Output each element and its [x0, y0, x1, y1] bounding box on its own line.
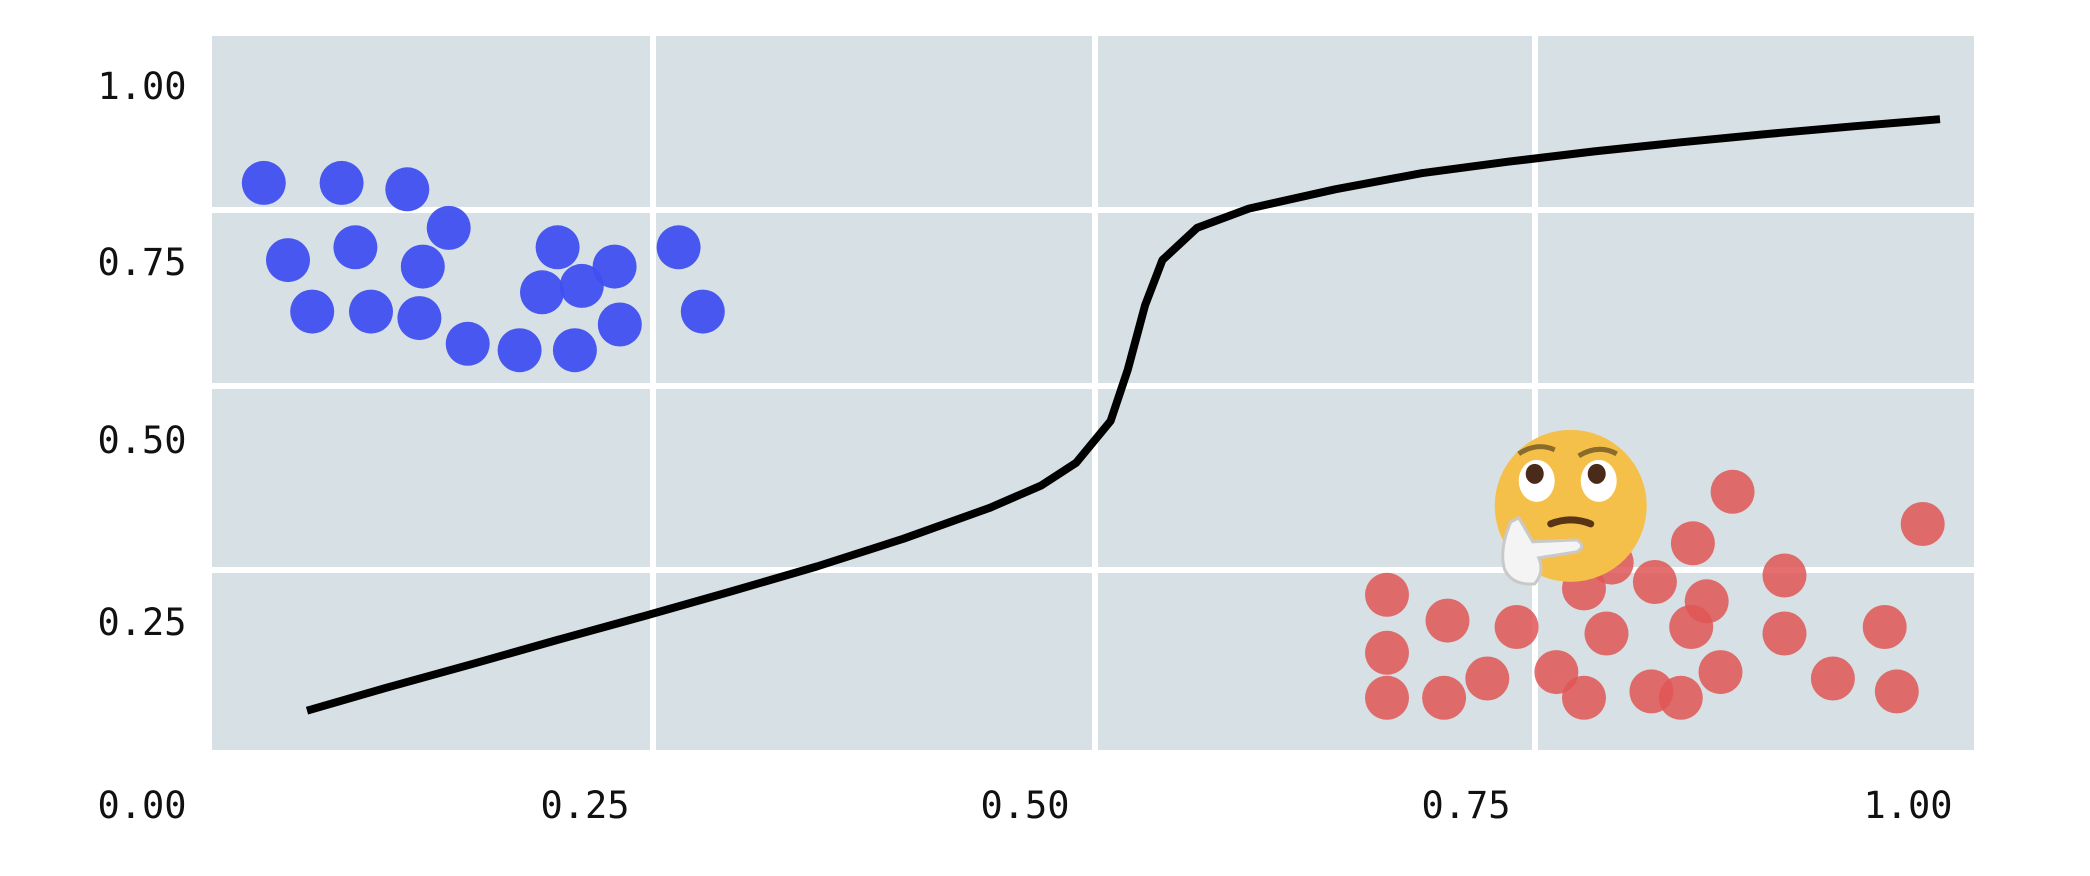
- blue-point: [559, 263, 604, 308]
- decision-curve: [305, 115, 1941, 715]
- red-point: [1874, 669, 1919, 714]
- blue-point: [400, 244, 445, 289]
- red-point: [1494, 605, 1539, 649]
- red-point: [1762, 553, 1807, 598]
- chart-marks: [241, 115, 1945, 720]
- red-point: [1422, 675, 1467, 720]
- blue-point: [319, 160, 364, 205]
- red-point: [1562, 675, 1606, 720]
- red-point: [1534, 650, 1579, 695]
- red-point: [1425, 598, 1470, 643]
- y-tick-label: 1.00: [97, 65, 186, 108]
- red-point: [1632, 560, 1677, 604]
- y-axis-ticks: 0.25 0.50 0.75 1.00: [97, 65, 186, 644]
- red-point: [1465, 656, 1510, 701]
- red-point: [1684, 579, 1729, 624]
- x-tick-label: 0.25: [540, 784, 629, 827]
- red-point: [1900, 502, 1945, 546]
- red-point: [1365, 675, 1409, 720]
- red-point: [1658, 675, 1703, 720]
- mouth: [1547, 516, 1595, 528]
- right-pupil: [1587, 463, 1606, 484]
- x-tick-label: 0.75: [1421, 784, 1510, 827]
- blue-point: [552, 328, 597, 373]
- y-tick-label: 0.50: [97, 419, 186, 462]
- left-pupil: [1525, 463, 1544, 484]
- blue-point: [241, 160, 286, 205]
- red-point: [1710, 469, 1755, 514]
- left-eyebrow: [1517, 444, 1556, 456]
- red-point: [1810, 656, 1855, 701]
- y-tick-label: 0.75: [97, 241, 186, 284]
- blue-point: [497, 328, 542, 373]
- red-point: [1698, 650, 1743, 695]
- blue-point: [426, 205, 471, 250]
- right-eyebrow: [1577, 446, 1618, 459]
- x-tick-label: 1.00: [1863, 784, 1952, 827]
- blue-point: [385, 167, 430, 212]
- blue-point: [445, 321, 490, 366]
- red-point: [1365, 630, 1409, 675]
- blue-point: [397, 296, 442, 341]
- red-point: [1862, 605, 1907, 649]
- x-tick-label: 0.50: [980, 784, 1069, 827]
- y-tick-label: 0.25: [97, 601, 186, 644]
- blue-point: [656, 225, 701, 270]
- thinking-face-icon: [1494, 429, 1647, 586]
- red-point: [1365, 572, 1409, 617]
- blue-point: [535, 225, 580, 270]
- red-point: [1584, 611, 1629, 656]
- red-point: [1762, 611, 1807, 656]
- blue-point: [333, 225, 378, 270]
- red-point: [1670, 521, 1715, 566]
- blue-point: [290, 289, 335, 334]
- blue-point: [597, 302, 642, 347]
- x-tick-label: 0.00: [97, 784, 186, 827]
- x-axis-ticks: 0.00 0.25 0.50 0.75 1.00: [97, 784, 1952, 827]
- blue-point: [592, 244, 637, 289]
- blue-point: [520, 270, 564, 315]
- blue-point: [349, 289, 393, 334]
- thinking-hand: [1501, 515, 1584, 586]
- blue-point: [680, 289, 725, 334]
- blue-point: [266, 238, 310, 283]
